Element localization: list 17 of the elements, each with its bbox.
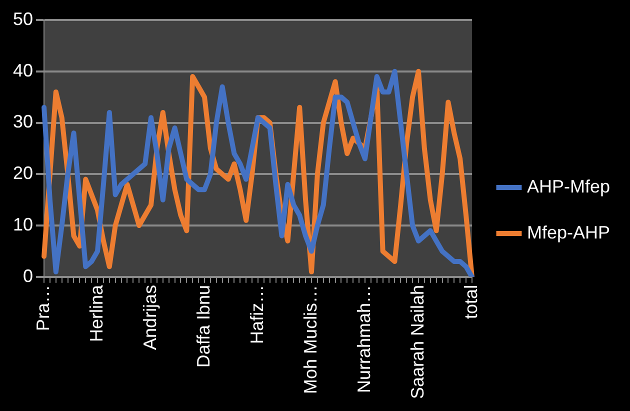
x-tick-label: Pra…: [32, 284, 53, 331]
legend-label: AHP-Mfep: [526, 176, 610, 196]
x-tick-label: Moh Muclis…: [300, 284, 320, 394]
y-tick-label: 10: [12, 214, 34, 235]
x-tick-label: Daffa Ibnu: [193, 284, 214, 368]
legend-label: Mfep-AHP: [526, 222, 610, 242]
y-tick-label: 50: [12, 8, 34, 29]
x-tick-label: Saarah Nailah: [407, 284, 428, 400]
x-tick-label: Hafiz…: [246, 284, 267, 344]
x-tick-label: Herlina: [86, 284, 106, 342]
x-tick-label: Andrijas: [140, 284, 160, 350]
y-tick-label: 0: [23, 266, 34, 286]
y-tick-label: 40: [12, 60, 34, 80]
y-tick-label: 20: [12, 163, 34, 184]
y-tick-label: 30: [12, 112, 34, 132]
x-tick-label: Nurrahmah…: [354, 284, 374, 393]
x-tick-label: total: [460, 284, 481, 319]
